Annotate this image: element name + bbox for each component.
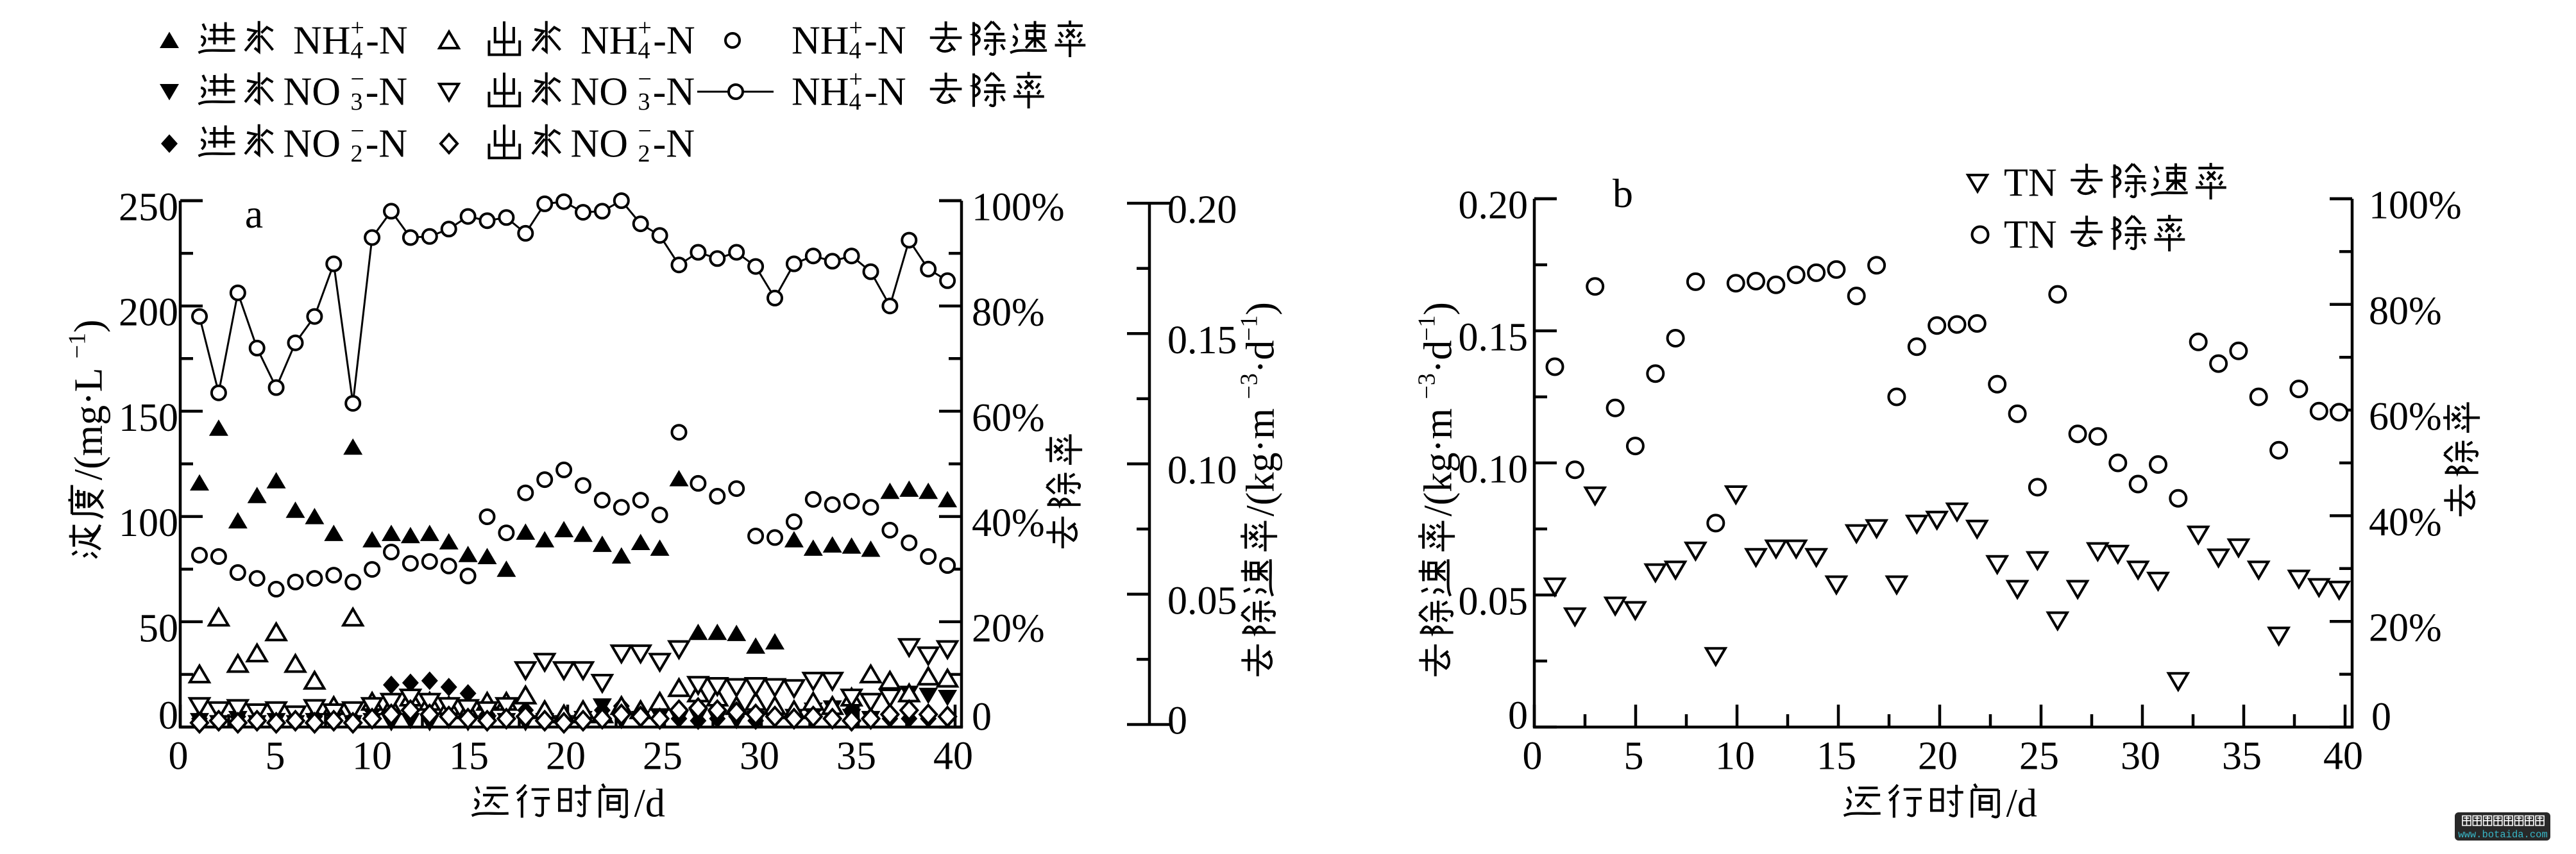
svg-text:30: 30: [2121, 735, 2160, 778]
svg-text:/(kg·m: /(kg·m: [1417, 408, 1461, 517]
svg-text:+: +: [849, 66, 863, 93]
svg-text:4: 4: [849, 88, 861, 115]
svg-text:+: +: [351, 15, 364, 42]
svg-text:25: 25: [643, 735, 682, 778]
svg-text:0: 0: [972, 696, 992, 739]
svg-text:20: 20: [546, 735, 586, 778]
svg-text:40: 40: [933, 735, 973, 778]
svg-text:0: 0: [169, 735, 189, 778]
svg-text:TN: TN: [2004, 214, 2057, 257]
svg-text:2: 2: [638, 140, 650, 167]
svg-text:35: 35: [2222, 735, 2262, 778]
svg-text:40: 40: [2323, 735, 2363, 778]
svg-text:60%: 60%: [972, 396, 1045, 440]
svg-text:NO: NO: [571, 122, 629, 166]
svg-text:0: 0: [1508, 694, 1528, 738]
svg-text:/(mg·L: /(mg·L: [67, 367, 111, 480]
svg-text:150: 150: [119, 396, 178, 440]
svg-text:): ): [1239, 302, 1283, 315]
svg-text:5: 5: [266, 735, 285, 778]
svg-text:·d: ·d: [1417, 340, 1461, 374]
svg-text:-N: -N: [366, 19, 407, 63]
svg-text:100: 100: [119, 501, 178, 545]
svg-text:NO: NO: [571, 71, 629, 114]
svg-text:NO: NO: [284, 122, 341, 166]
svg-text:/d: /d: [634, 782, 665, 826]
svg-text:0: 0: [2371, 696, 2391, 739]
svg-text:0.15: 0.15: [1167, 319, 1237, 362]
svg-text:-N: -N: [864, 19, 906, 63]
svg-text:2: 2: [351, 140, 363, 167]
svg-text:-N: -N: [653, 122, 695, 166]
svg-text:35: 35: [836, 735, 876, 778]
svg-text:0: 0: [1167, 699, 1187, 743]
svg-text:100%: 100%: [2369, 184, 2462, 228]
svg-text:0.15: 0.15: [1459, 316, 1529, 360]
svg-text:TN: TN: [2004, 162, 2057, 205]
svg-text:20%: 20%: [2369, 607, 2442, 650]
svg-text:−3: −3: [1236, 373, 1263, 399]
svg-text:NH: NH: [792, 19, 849, 63]
svg-text:250: 250: [119, 186, 178, 230]
svg-text:−: −: [638, 66, 652, 93]
svg-text:+: +: [638, 15, 652, 42]
svg-text:-N: -N: [366, 71, 407, 114]
svg-text:40%: 40%: [2369, 501, 2442, 544]
svg-text:NH: NH: [293, 19, 351, 63]
svg-text:0: 0: [1523, 735, 1543, 778]
svg-text:NH: NH: [792, 71, 849, 114]
svg-text:15: 15: [449, 735, 489, 778]
svg-text:3: 3: [351, 88, 363, 115]
svg-text:www.botaida.com: www.botaida.com: [2458, 829, 2548, 841]
svg-text:20%: 20%: [972, 607, 1045, 650]
svg-text:0: 0: [158, 694, 178, 738]
svg-text:−1: −1: [1236, 315, 1263, 341]
svg-text:0.05: 0.05: [1167, 579, 1237, 623]
svg-text:−3: −3: [1414, 373, 1441, 399]
svg-text:10: 10: [352, 735, 392, 778]
svg-text:20: 20: [1918, 735, 1958, 778]
svg-text:a: a: [245, 191, 263, 237]
svg-text:4: 4: [849, 37, 861, 64]
svg-text:·d: ·d: [1239, 340, 1283, 374]
svg-text:30: 30: [740, 735, 779, 778]
svg-text:NH: NH: [580, 19, 638, 63]
svg-text:3: 3: [638, 88, 650, 115]
svg-text:40%: 40%: [972, 501, 1045, 545]
svg-text:0.20: 0.20: [1167, 188, 1237, 232]
svg-text:-N: -N: [653, 71, 695, 114]
svg-text:+: +: [849, 15, 863, 42]
svg-text:−: −: [638, 118, 652, 145]
svg-text:4: 4: [351, 37, 363, 64]
svg-text:60%: 60%: [2369, 395, 2442, 439]
svg-text:/d: /d: [2006, 782, 2037, 826]
svg-text:100%: 100%: [972, 186, 1065, 230]
svg-text:4: 4: [638, 37, 650, 64]
svg-text:−1: −1: [1414, 315, 1441, 341]
svg-text:/(kg·m: /(kg·m: [1239, 408, 1283, 517]
svg-text:b: b: [1613, 171, 1633, 216]
svg-text:0.10: 0.10: [1459, 448, 1529, 492]
svg-text:-N: -N: [653, 19, 695, 63]
svg-text:200: 200: [119, 291, 178, 335]
svg-text:80%: 80%: [972, 291, 1045, 335]
svg-text:5: 5: [1624, 735, 1644, 778]
svg-text:NO: NO: [284, 71, 341, 114]
svg-text:): ): [67, 319, 111, 333]
svg-text:15: 15: [1817, 735, 1856, 778]
svg-text:50: 50: [139, 607, 178, 650]
svg-text:10: 10: [1715, 735, 1755, 778]
svg-text:80%: 80%: [2369, 289, 2442, 333]
svg-text:−: −: [351, 118, 364, 145]
svg-text:25: 25: [2019, 735, 2059, 778]
svg-text:0.10: 0.10: [1167, 449, 1237, 492]
svg-text:0.05: 0.05: [1459, 580, 1529, 624]
svg-text:−: −: [351, 66, 364, 93]
svg-text:-N: -N: [366, 122, 407, 166]
svg-text:−1: −1: [64, 333, 91, 358]
svg-text:-N: -N: [864, 71, 906, 114]
svg-text:0.20: 0.20: [1459, 184, 1529, 228]
svg-text:): ): [1417, 302, 1461, 315]
